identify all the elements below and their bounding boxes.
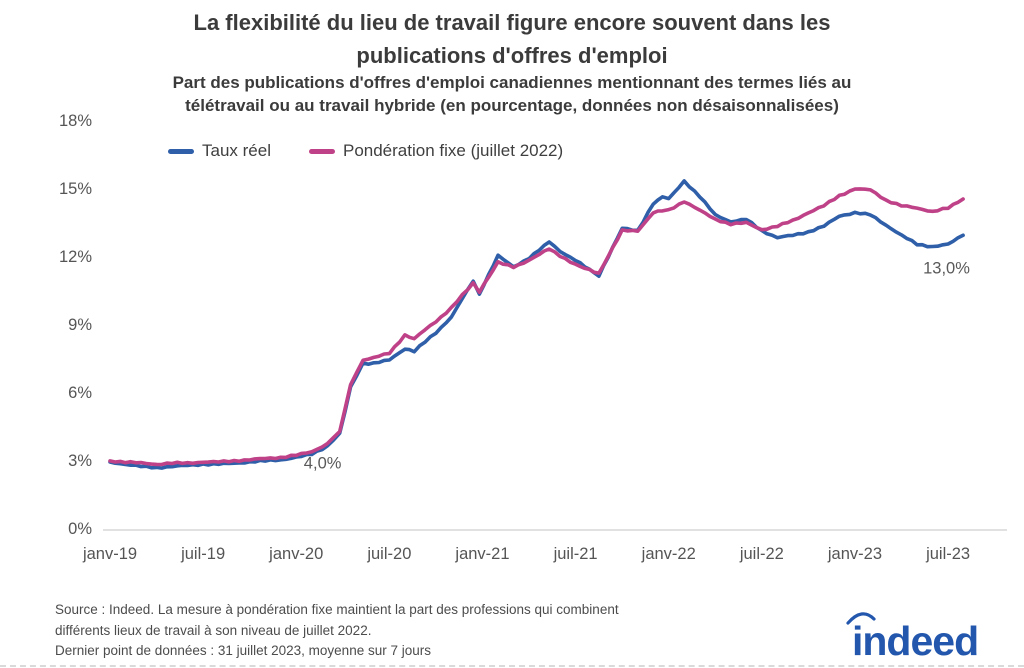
y-tick-label-9: 9% <box>68 315 92 334</box>
y-tick-label-15: 15% <box>58 179 92 198</box>
legend-item-ponderation-fixe: Pondération fixe (juillet 2022) <box>308 141 564 161</box>
chart-title-line-1: La flexibilité du lieu de travail figure… <box>193 10 831 35</box>
indeed-logo: indeed <box>846 612 979 662</box>
indeed-logo-text: indeed <box>852 618 978 662</box>
x-tick-label-juil-19: juil-19 <box>181 545 226 563</box>
x-tick-label-juil-21: juil-21 <box>553 545 598 563</box>
data-label-latest: 13,0% <box>923 259 970 278</box>
page-bottom-divider <box>0 665 1024 667</box>
chart-subtitle: Part des publications d'offres d'emploi … <box>0 71 1024 117</box>
chart-subtitle-line-1: Part des publications d'offres d'emploi … <box>172 73 852 92</box>
indeed-logo-swoosh-icon <box>846 612 876 625</box>
chart-subtitle-line-2: télétravail ou au travail hybride (en po… <box>185 96 839 115</box>
x-tick-label-janv-21: janv-21 <box>455 545 510 563</box>
legend-label-ponderation-fixe: Pondération fixe (juillet 2022) <box>342 141 564 160</box>
source-note: Source : Indeed. La mesure à pondération… <box>55 600 619 662</box>
data-label-pre-pandemic: 4,0% <box>303 454 342 473</box>
chart-title-line-2: publications d'offres d'emploi <box>356 43 668 68</box>
y-tick-label-0: 0% <box>68 520 92 538</box>
source-line-2: différents lieux de travail à son niveau… <box>55 622 372 638</box>
x-tick-label-juil-20: juil-20 <box>367 545 412 563</box>
y-tick-label-18: 18% <box>58 111 92 130</box>
chart-title: La flexibilité du lieu de travail figure… <box>0 6 1024 72</box>
source-line-1: Source : Indeed. La mesure à pondération… <box>55 602 619 617</box>
x-tick-label-janv-22: janv-22 <box>641 545 696 563</box>
series-line-taux-reel <box>108 179 965 470</box>
x-tick-label-juil-23: juil-23 <box>926 545 971 563</box>
x-tick-label-janv-20: janv-20 <box>269 545 324 563</box>
x-tick-label-janv-23: janv-23 <box>827 545 883 563</box>
chart-legend: Taux réel Pondération fixe (juillet 2022… <box>168 141 563 161</box>
source-line-3: Dernier point de données : 31 juillet 20… <box>55 643 431 658</box>
x-tick-label-janv-19: janv-19 <box>82 545 138 563</box>
series-line-ponderation-fixe <box>108 187 965 467</box>
legend-swatch-blue-icon <box>168 148 194 154</box>
x-tick-label-juil-22: juil-22 <box>739 545 784 563</box>
legend-swatch-pink-icon <box>308 148 335 154</box>
legend-item-taux-reel: Taux réel <box>168 141 271 161</box>
y-tick-label-12: 12% <box>58 247 92 266</box>
y-tick-label-3: 3% <box>68 451 92 470</box>
y-tick-label-6: 6% <box>68 383 92 402</box>
legend-label-taux-reel: Taux réel <box>202 141 271 160</box>
